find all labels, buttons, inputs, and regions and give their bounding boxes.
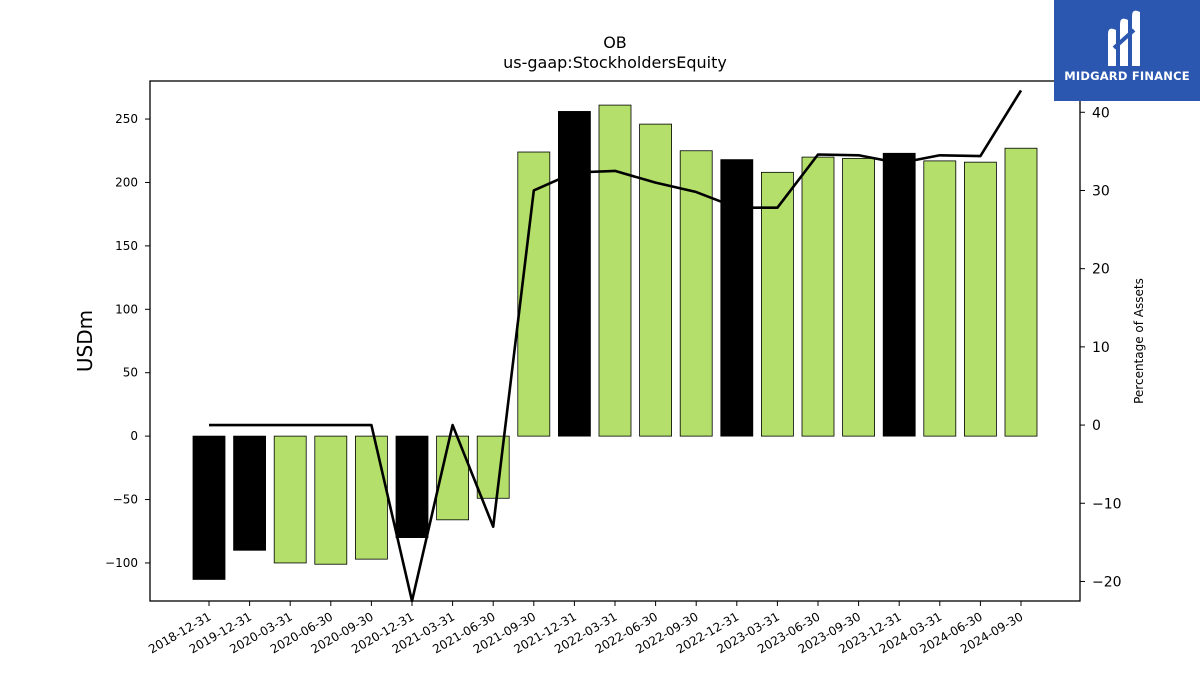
x-axis: 2018-12-312019-12-312020-03-312020-06-30… <box>146 601 1026 656</box>
chart-subtitle: us-gaap:StockholdersEquity <box>503 53 727 72</box>
bar-2019-12-31 <box>233 435 267 551</box>
y-tick-label: 250 <box>115 112 138 126</box>
logo-text: MIDGARD FINANCE <box>1064 69 1190 83</box>
y2-tick-label: −20 <box>1092 574 1122 590</box>
bar-2020-06-30 <box>314 435 348 565</box>
y-tick-label: 100 <box>115 302 138 316</box>
bar-2024-06-30 <box>964 161 997 437</box>
y-tick-label: 200 <box>115 175 138 189</box>
bar-2020-12-31 <box>395 435 429 538</box>
bar-2023-09-30 <box>842 157 875 437</box>
bar-2023-03-31 <box>761 171 794 437</box>
y-tick-label: 0 <box>130 429 138 443</box>
right-axis: −20 −10 0 10 20 30 40 <box>1080 105 1122 590</box>
chart-title: OB <box>603 33 627 52</box>
bar-2020-09-30 <box>354 435 388 560</box>
bars <box>192 104 1038 580</box>
bar-2022-12-31 <box>720 159 754 437</box>
bar-2023-12-31 <box>882 152 916 437</box>
y2-tick-label: 0 <box>1092 418 1101 434</box>
percentage-line <box>209 89 1023 603</box>
bar-2021-06-30 <box>476 435 510 499</box>
y-tick-label: 50 <box>123 366 138 380</box>
y2-tick-label: 10 <box>1092 340 1110 356</box>
y2-tick-label: 20 <box>1092 262 1110 278</box>
y2-tick-label: −10 <box>1092 496 1122 512</box>
bar-2020-03-31 <box>273 435 307 564</box>
y2-tick-label: 30 <box>1092 183 1110 199</box>
y-tick-label: −50 <box>113 493 138 507</box>
bar-2024-03-31 <box>923 160 957 437</box>
bar-2022-03-31 <box>598 104 632 437</box>
y2-axis-label: Percentage of Assets <box>1132 278 1146 404</box>
y-tick-label: −100 <box>105 556 138 570</box>
bar-2023-06-30 <box>801 156 835 437</box>
bar-2022-06-30 <box>639 123 672 437</box>
y2-tick-label: 40 <box>1092 105 1110 121</box>
y-tick-label: 150 <box>115 239 138 253</box>
bar-2021-12-31 <box>558 111 591 437</box>
left-axis: −100 −50 0 50 100 150 200 250 <box>105 112 150 570</box>
bar-2022-09-30 <box>679 150 713 437</box>
percentage-of-assets-line <box>209 89 1023 603</box>
bar-2024-09-30 <box>1004 147 1038 437</box>
midgard-logo-icon <box>1108 10 1140 67</box>
midgard-finance-logo: MIDGARD FINANCE <box>1054 0 1200 101</box>
bar-2018-12-31 <box>192 435 226 580</box>
y-axis-label: USDm <box>73 310 97 372</box>
